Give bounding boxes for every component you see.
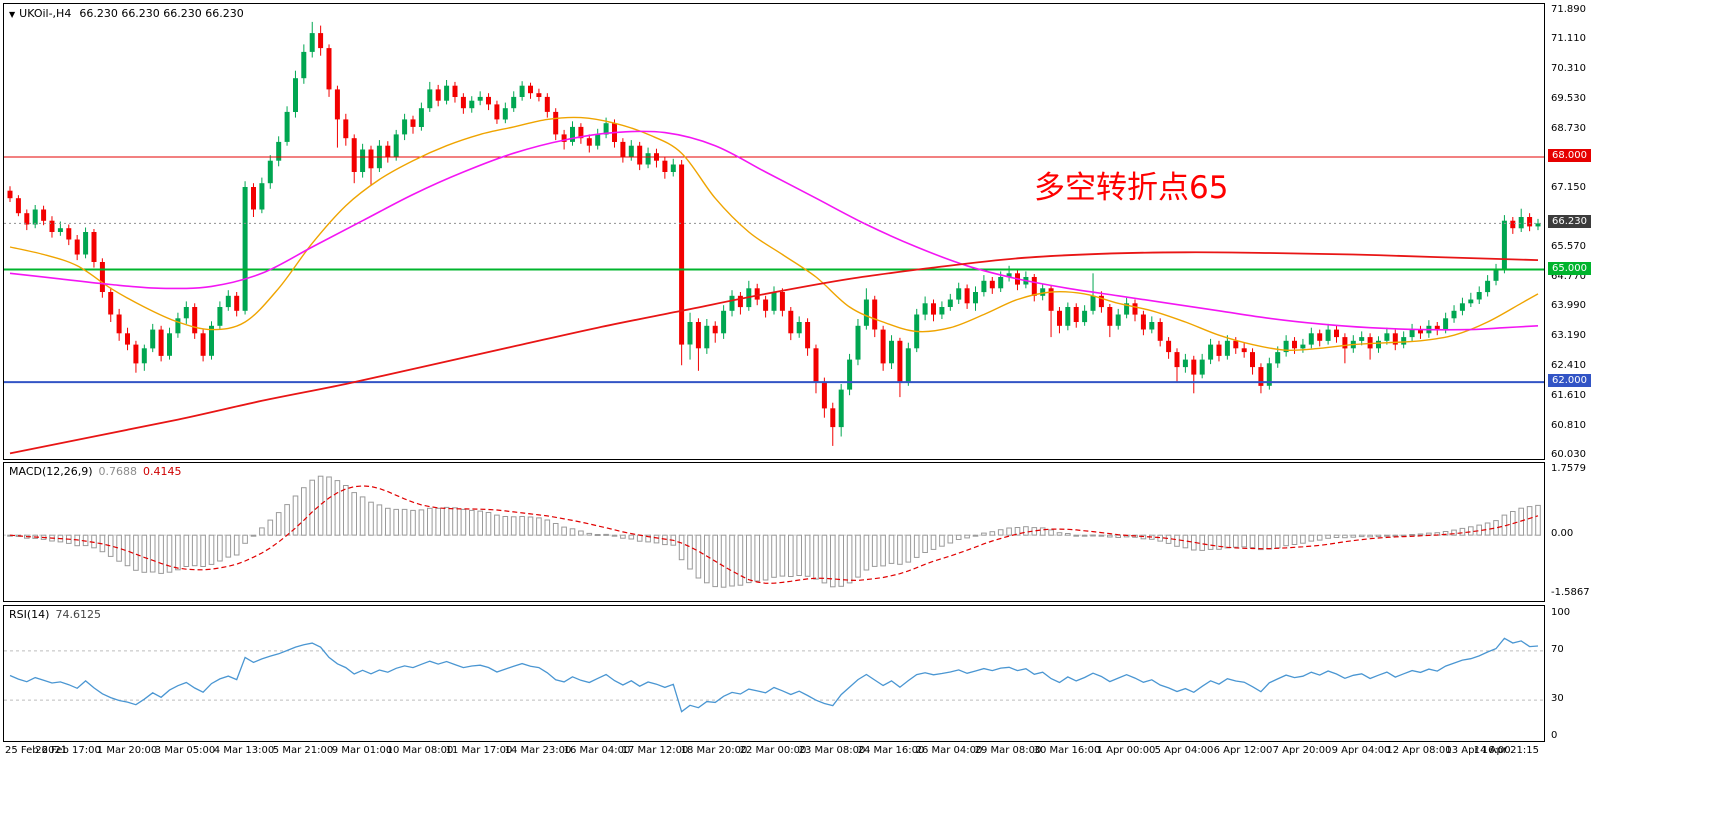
macd-signal-value: 0.4145 [143, 465, 182, 478]
time-axis-label: 12 Apr 08:00 [1386, 745, 1452, 756]
time-axis-label: 30 Mar 16:00 [1033, 745, 1101, 756]
rsi-chart[interactable] [4, 606, 1544, 741]
macd-signal-line [9, 485, 1539, 584]
price-tick-label: 64.770 [1551, 271, 1586, 282]
ohlc-values: 66.230 66.230 66.230 66.230 [79, 7, 244, 20]
macd-label: MACD(12,26,9) [9, 465, 93, 478]
time-axis-label: 14 Apr 21:15 [1473, 745, 1539, 756]
rsi-line [9, 637, 1539, 713]
time-axis-label: 6 Apr 12:00 [1213, 745, 1273, 756]
macd-chart[interactable] [4, 463, 1544, 601]
rsi-scale-label: 0 [1551, 730, 1558, 741]
time-axis-label: 5 Apr 04:00 [1154, 745, 1214, 756]
rsi-scale-label: 70 [1551, 644, 1564, 655]
time-axis-label: 25 Feb 2021 [5, 745, 68, 756]
rsi-value: 74.6125 [55, 608, 101, 621]
price-tick-label: 63.990 [1551, 300, 1586, 311]
rsi-indicator-panel[interactable]: RSI(14) 74.6125 [3, 605, 1545, 742]
rsi-scale-label: 100 [1551, 607, 1571, 618]
macd-main-value: 0.7688 [98, 465, 138, 478]
price-tick-label: 70.310 [1551, 63, 1586, 74]
time-axis-label: 22 Mar 00:00 [739, 745, 807, 756]
price-tick-label: 71.110 [1551, 33, 1586, 44]
price-tick-label: 67.150 [1551, 182, 1586, 193]
price-tick-label: 60.810 [1551, 420, 1586, 431]
macd-indicator-panel[interactable]: MACD(12,26,9) 0.7688 0.4145 [3, 462, 1545, 602]
price-level-badge: 62.000 [1548, 374, 1591, 387]
time-axis-label: 9 Apr 04:00 [1331, 745, 1391, 756]
chart-annotation-text: 多空转折点65 [1034, 170, 1229, 206]
price-tick-label: 60.030 [1551, 449, 1586, 460]
time-axis-label: 1 Apr 00:00 [1096, 745, 1156, 756]
price-axis[interactable]: 71.890 71.110 70.310 69.530 68.730 67.150 65.5… [1547, 0, 1725, 837]
time-axis-label: 7 Apr 20:00 [1272, 745, 1332, 756]
time-axis-label: 9 Mar 01:00 [331, 745, 393, 756]
chart-title: ▼ UKOil-,H4 66.230 66.230 66.230 66.230 [9, 7, 244, 20]
current-price-badge: 66.230 [1548, 215, 1591, 228]
price-tick-label: 69.530 [1551, 93, 1586, 104]
macd-scale-label: 1.7579 [1551, 463, 1586, 474]
price-tick-label: 61.610 [1551, 390, 1586, 401]
time-axis-label: 17 Mar 12:00 [621, 745, 689, 756]
time-axis-label: 14 Mar 23:00 [504, 745, 572, 756]
time-axis-label: 1 Mar 20:00 [96, 745, 158, 756]
price-tick-label: 68.730 [1551, 123, 1586, 134]
moving-average-medium [9, 130, 1539, 331]
rsi-scale-label: 30 [1551, 693, 1564, 704]
macd-histogram [7, 475, 1541, 588]
time-axis-label: 23 Mar 08:00 [798, 745, 866, 756]
moving-average-fast [9, 116, 1539, 352]
time-axis[interactable]: 25 Feb 2021 26 Feb 17:00 1 Mar 20:00 3 Mar … [3, 745, 1545, 759]
price-level-badge: 65.000 [1548, 262, 1591, 275]
macd-title: MACD(12,26,9) 0.7688 0.4145 [9, 465, 188, 478]
price-tick-label: 62.410 [1551, 360, 1586, 371]
price-tick-label: 63.190 [1551, 330, 1586, 341]
collapse-triangle-icon[interactable]: ▼ [9, 10, 16, 19]
time-axis-label: 29 Mar 08:00 [974, 745, 1042, 756]
moving-average-slow [9, 251, 1539, 455]
time-axis-label: 18 Mar 20:00 [680, 745, 748, 756]
rsi-title: RSI(14) 74.6125 [9, 608, 107, 621]
time-axis-label: 10 Mar 08:00 [386, 745, 454, 756]
price-level-badge: 68.000 [1548, 149, 1591, 162]
time-axis-label: 26 Feb 17:00 [35, 745, 101, 756]
price-tick-label: 71.890 [1551, 4, 1586, 15]
candlestick-chart[interactable] [4, 4, 1544, 459]
macd-scale-label: -1.5867 [1551, 587, 1590, 598]
time-axis-label: 3 Mar 05:00 [154, 745, 216, 756]
time-axis-label: 26 Mar 04:00 [915, 745, 983, 756]
time-axis-label: 13 Apr 16:00 [1445, 745, 1511, 756]
price-chart-panel[interactable]: ▼ UKOil-,H4 66.230 66.230 66.230 66.230 多空… [3, 3, 1545, 460]
price-tick-label: 65.570 [1551, 241, 1586, 252]
time-axis-label: 24 Mar 16:00 [857, 745, 925, 756]
macd-scale-label: 0.00 [1551, 528, 1574, 539]
symbol-timeframe-label: UKOil-,H4 [19, 7, 72, 20]
rsi-label: RSI(14) [9, 608, 50, 621]
time-axis-label: 5 Mar 21:00 [272, 745, 334, 756]
time-axis-label: 4 Mar 13:00 [213, 745, 275, 756]
candles-layer [7, 21, 1541, 446]
time-axis-label: 16 Mar 04:00 [563, 745, 631, 756]
time-axis-label: 11 Mar 17:00 [445, 745, 513, 756]
